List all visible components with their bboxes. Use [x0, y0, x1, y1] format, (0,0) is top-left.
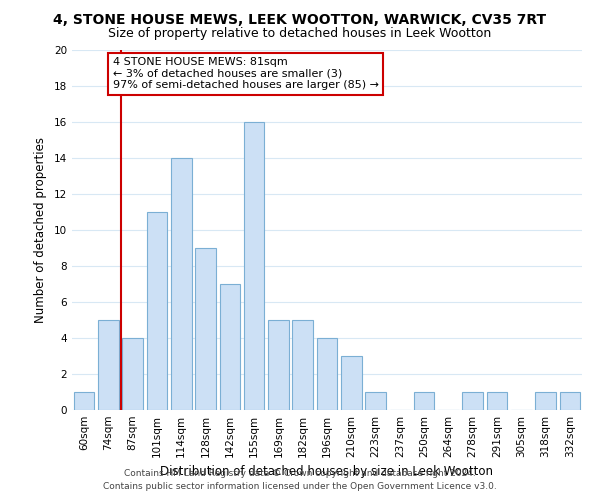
Text: Contains public sector information licensed under the Open Government Licence v3: Contains public sector information licen… [103, 482, 497, 491]
Bar [414, 392, 434, 410]
Bar [463, 392, 483, 410]
Bar [74, 392, 94, 410]
Text: Size of property relative to detached houses in Leek Wootton: Size of property relative to detached ho… [109, 28, 491, 40]
Bar [220, 284, 240, 410]
Text: Contains HM Land Registry data © Crown copyright and database right 2024.: Contains HM Land Registry data © Crown c… [124, 468, 476, 477]
Bar [560, 392, 580, 410]
Bar [244, 122, 265, 410]
Bar [317, 338, 337, 410]
Y-axis label: Number of detached properties: Number of detached properties [34, 137, 47, 323]
Bar [122, 338, 143, 410]
Text: 4 STONE HOUSE MEWS: 81sqm
← 3% of detached houses are smaller (3)
97% of semi-de: 4 STONE HOUSE MEWS: 81sqm ← 3% of detach… [113, 57, 379, 90]
X-axis label: Distribution of detached houses by size in Leek Wootton: Distribution of detached houses by size … [161, 466, 493, 478]
Text: 4, STONE HOUSE MEWS, LEEK WOOTTON, WARWICK, CV35 7RT: 4, STONE HOUSE MEWS, LEEK WOOTTON, WARWI… [53, 12, 547, 26]
Bar [268, 320, 289, 410]
Bar [487, 392, 508, 410]
Bar [341, 356, 362, 410]
Bar [146, 212, 167, 410]
Bar [195, 248, 216, 410]
Bar [535, 392, 556, 410]
Bar [365, 392, 386, 410]
Bar [171, 158, 191, 410]
Bar [292, 320, 313, 410]
Bar [98, 320, 119, 410]
